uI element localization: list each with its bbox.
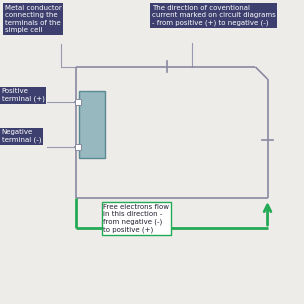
Text: The direction of coventional
current marked on circuit diagrams
- from positive : The direction of coventional current mar…	[152, 5, 276, 26]
FancyBboxPatch shape	[79, 91, 105, 158]
Text: Positive
terminal (+): Positive terminal (+)	[2, 88, 44, 102]
FancyBboxPatch shape	[75, 144, 81, 150]
Text: Negative
terminal (-): Negative terminal (-)	[2, 129, 41, 143]
Text: Free electrons flow
in this direction -
from negative (-)
to positive (+): Free electrons flow in this direction - …	[103, 204, 169, 233]
FancyBboxPatch shape	[75, 99, 81, 105]
Text: Metal conductor
connecting the
terminals of the
simple cell: Metal conductor connecting the terminals…	[5, 5, 61, 33]
